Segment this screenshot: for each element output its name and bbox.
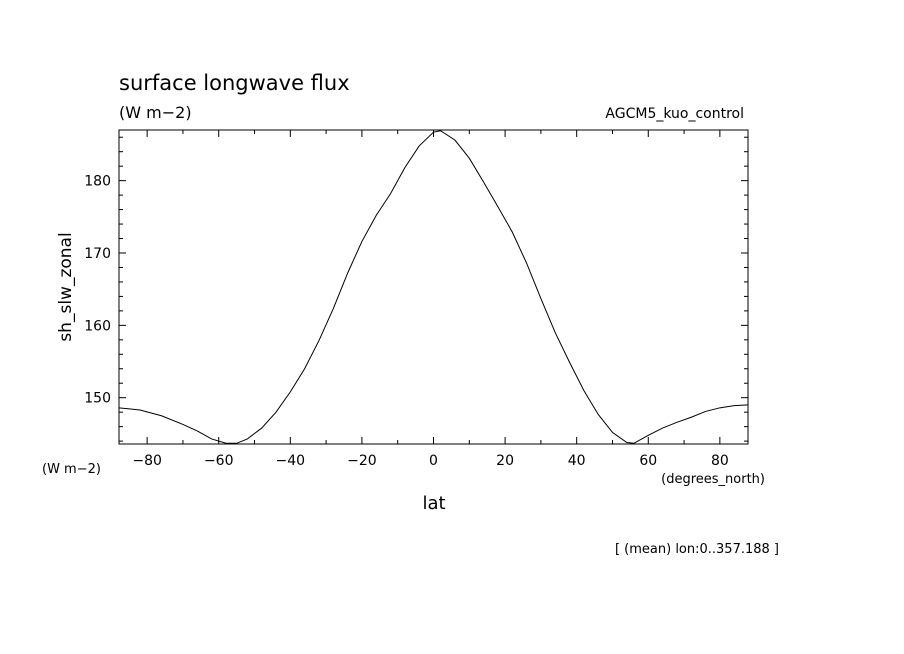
x-tick-label: −20 xyxy=(347,453,377,469)
plot-frame xyxy=(118,129,749,445)
x-axis-units: (degrees_north) xyxy=(661,472,765,487)
x-tick-label: 40 xyxy=(568,453,586,469)
x-tick-label: 60 xyxy=(639,453,657,469)
y-tick-label: 150 xyxy=(84,391,111,407)
x-tick-label: 80 xyxy=(711,453,729,469)
chart-title: surface longwave flux xyxy=(119,71,350,95)
y-tick-label: 170 xyxy=(84,246,111,262)
y-tick-label: 160 xyxy=(84,318,111,334)
x-tick-label: −80 xyxy=(132,453,162,469)
y-axis-units: (W m−2) xyxy=(42,462,101,477)
x-tick-label: −60 xyxy=(204,453,234,469)
x-axis-label: lat xyxy=(422,493,445,514)
y-axis-label: sh_slw_zonal xyxy=(56,232,76,341)
series-line xyxy=(118,130,749,444)
chart-subtitle-units: (W m−2) xyxy=(119,103,192,122)
x-tick-label: 0 xyxy=(429,453,438,469)
y-ticks xyxy=(119,136,748,442)
y-tick-labels: 150 160 170 180 xyxy=(84,174,111,407)
y-tick-label: 180 xyxy=(84,174,111,190)
x-ticks xyxy=(146,130,721,444)
footnote: [ (mean) lon:0..357.188 ] xyxy=(615,542,779,557)
x-tick-labels: −80 −60 −40 −20 0 20 40 60 80 xyxy=(132,453,728,469)
run-label: AGCM5_kuo_control xyxy=(605,106,744,122)
x-tick-label: −40 xyxy=(276,453,306,469)
x-tick-label: 20 xyxy=(496,453,514,469)
